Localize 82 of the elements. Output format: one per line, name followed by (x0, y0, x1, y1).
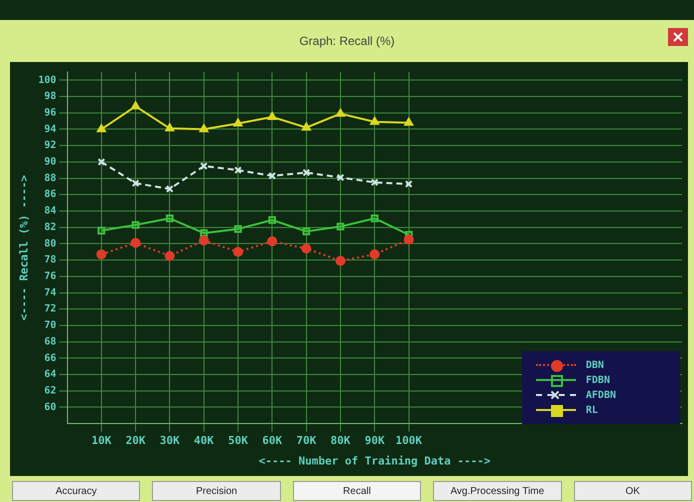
text: Avg.Processing Time (433, 481, 562, 501)
point (96, 124, 106, 132)
y-tick-label: 100 (38, 74, 56, 86)
y-tick-label: 76 (44, 271, 56, 282)
y-tick-label: 72 (44, 304, 56, 315)
point (130, 238, 141, 248)
y-tick-label: 84 (44, 206, 56, 217)
point (370, 214, 378, 222)
y-tick-label: 82 (44, 222, 56, 233)
point (234, 166, 242, 174)
y-tick-label: 94 (44, 124, 56, 135)
x-tick-label: 90K (364, 434, 385, 448)
text: Accuracy (12, 481, 140, 501)
y-tick-label: 96 (44, 107, 56, 118)
y-tick-label: 68 (44, 336, 56, 348)
point (199, 124, 208, 132)
point (404, 234, 414, 245)
point (336, 222, 344, 230)
y-tick-label: 92 (44, 140, 56, 152)
legend-label: AFDBN (586, 390, 616, 400)
point (267, 236, 278, 246)
point (302, 228, 310, 236)
x-tick-label: 40K (194, 434, 214, 448)
point (268, 112, 277, 120)
point (336, 174, 344, 182)
point (301, 244, 312, 254)
point (132, 179, 140, 188)
text: Precision (152, 481, 281, 501)
text: Recall (292, 481, 422, 501)
x-axis-title: <---- Number of Training Data ----> (258, 454, 491, 468)
point (166, 214, 174, 222)
point (268, 216, 276, 224)
point (166, 185, 174, 193)
point (200, 229, 208, 237)
y-axis-title: <---- Recall (%) ----> (17, 174, 30, 321)
x-tick-label: 100K (396, 434, 422, 448)
point (370, 178, 378, 186)
point (404, 118, 414, 126)
legend-label: DBN (586, 360, 604, 370)
point (132, 221, 140, 229)
point (370, 116, 380, 125)
point (98, 158, 106, 166)
point (234, 225, 242, 233)
y-tick-label: 86 (44, 189, 56, 200)
x-tick-label: 70K (296, 434, 317, 448)
y-tick-label: 74 (44, 287, 56, 298)
y-tick-label: 98 (44, 91, 56, 102)
text: OK (574, 481, 692, 501)
point (336, 108, 345, 117)
point (335, 256, 346, 266)
legend-label: RL (586, 404, 598, 416)
point (165, 123, 174, 132)
x-tick-label: 60K (262, 434, 282, 448)
point (302, 168, 310, 176)
y-tick-label: 64 (44, 369, 56, 380)
y-tick-label: 78 (44, 254, 56, 266)
point (96, 249, 106, 260)
x-tick-label: 30K (160, 434, 180, 448)
y-tick-label: 60 (44, 402, 56, 413)
point (234, 118, 242, 127)
x-tick-label: 10K (91, 434, 112, 448)
chart-title: Graph: Recall (%) (298, 34, 396, 48)
point (370, 249, 380, 260)
x-tick-label: 50K (228, 434, 248, 448)
point (98, 226, 106, 234)
point (200, 162, 208, 170)
point (233, 246, 244, 257)
point (164, 250, 175, 261)
y-tick-label: 70 (44, 320, 56, 332)
x-tick-label: 20K (126, 434, 146, 448)
y-tick-label: 90 (44, 156, 56, 168)
y-tick-label: 80 (44, 238, 56, 250)
y-tick-label: 66 (44, 352, 56, 364)
y-tick-label: 88 (44, 172, 56, 184)
point (302, 122, 311, 131)
point (198, 235, 209, 246)
y-tick-label: 62 (44, 385, 56, 396)
legend-label: FDBN (586, 374, 610, 386)
x-tick-label: 80K (330, 434, 351, 448)
point (268, 172, 276, 180)
point (404, 180, 413, 188)
point (131, 101, 140, 110)
